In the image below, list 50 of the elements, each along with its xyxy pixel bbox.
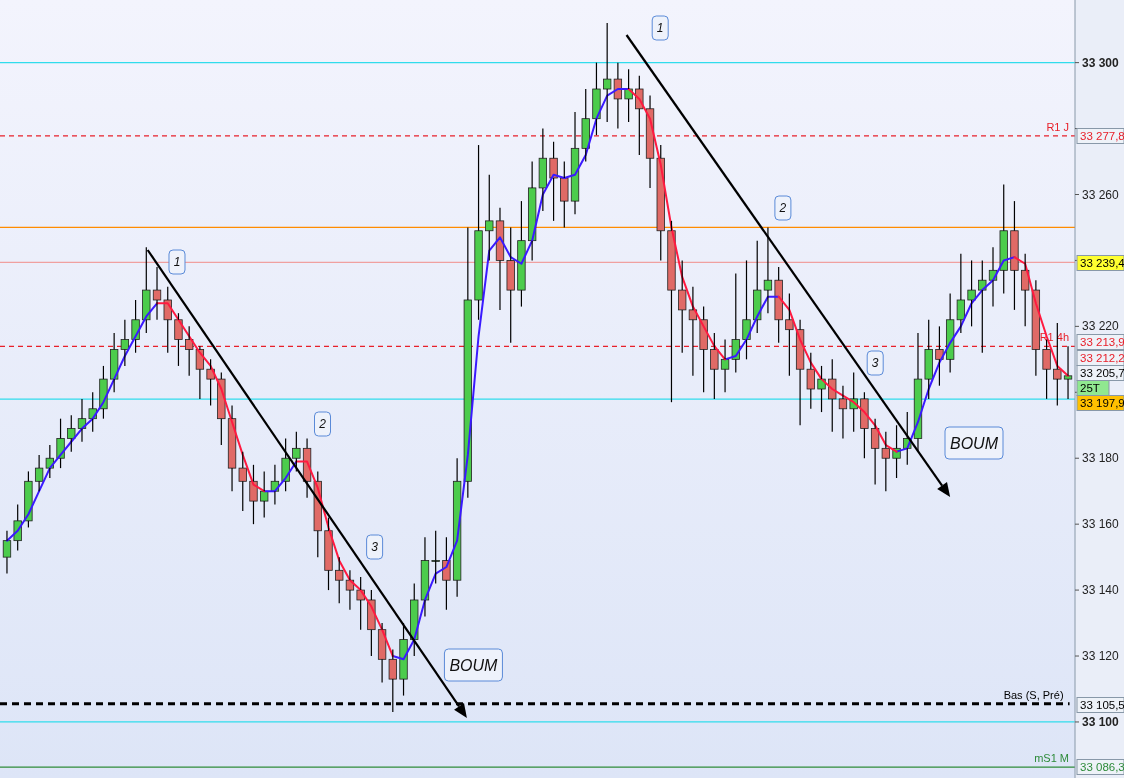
candlestick	[474, 144, 483, 321]
annotation: BOUM	[950, 435, 999, 452]
annotation: BOUM	[449, 657, 499, 674]
ref-line-label: Bas (S, Pré)	[1003, 688, 1064, 701]
text: 33 105,5	[1080, 699, 1124, 711]
candlestick	[506, 226, 515, 344]
candlestick	[838, 385, 848, 440]
candlestick	[978, 259, 987, 354]
candlestick	[1010, 200, 1019, 311]
candlestick	[431, 530, 440, 585]
candlestick	[570, 111, 580, 215]
candlestick	[1063, 345, 1073, 400]
candlestick	[742, 259, 751, 360]
annotation: 1	[173, 255, 181, 269]
candlestick	[420, 536, 430, 618]
ref-line-label: mS1 M	[1034, 752, 1069, 765]
candlestick	[152, 266, 162, 321]
text: 33 197,9	[1080, 397, 1124, 409]
annotation: 3	[371, 540, 379, 554]
text: 33 205,7	[1080, 367, 1124, 379]
y-tick-label: 33 120	[1082, 649, 1120, 664]
candlestick	[828, 358, 837, 433]
text: 33 239,4	[1080, 257, 1124, 269]
candlestick	[763, 226, 773, 314]
candlestick	[999, 184, 1008, 294]
y-tick-label: 33 260	[1082, 187, 1120, 202]
y-tick-label: 33 220	[1082, 319, 1120, 334]
candlestick	[924, 319, 933, 400]
candlestick	[720, 338, 730, 393]
y-tick-label: 33 180	[1082, 451, 1120, 466]
candlestick	[485, 174, 494, 262]
text: 33 213,9	[1080, 336, 1124, 348]
y-tick-label: 33 140	[1082, 583, 1120, 598]
text: 33 212,2	[1080, 352, 1124, 364]
y-tick-label: 33 100	[1082, 714, 1120, 729]
candlestick	[785, 292, 794, 377]
text: 33 086,3	[1080, 761, 1124, 773]
y-tick-label: 33 300	[1082, 55, 1120, 70]
text: 25T	[1080, 382, 1100, 394]
candlestick	[678, 259, 687, 354]
annotation: 2	[318, 417, 327, 431]
candlestick	[967, 259, 976, 327]
y-tick-label: 33 160	[1082, 517, 1120, 532]
annotation: 1	[656, 21, 664, 35]
ref-line-label: R1 J	[1046, 120, 1069, 133]
text: 33 277,8	[1080, 130, 1124, 142]
annotation: 2	[778, 201, 787, 215]
annotation: 3	[871, 356, 879, 370]
candlestick	[2, 530, 12, 575]
candlestick	[935, 325, 944, 387]
